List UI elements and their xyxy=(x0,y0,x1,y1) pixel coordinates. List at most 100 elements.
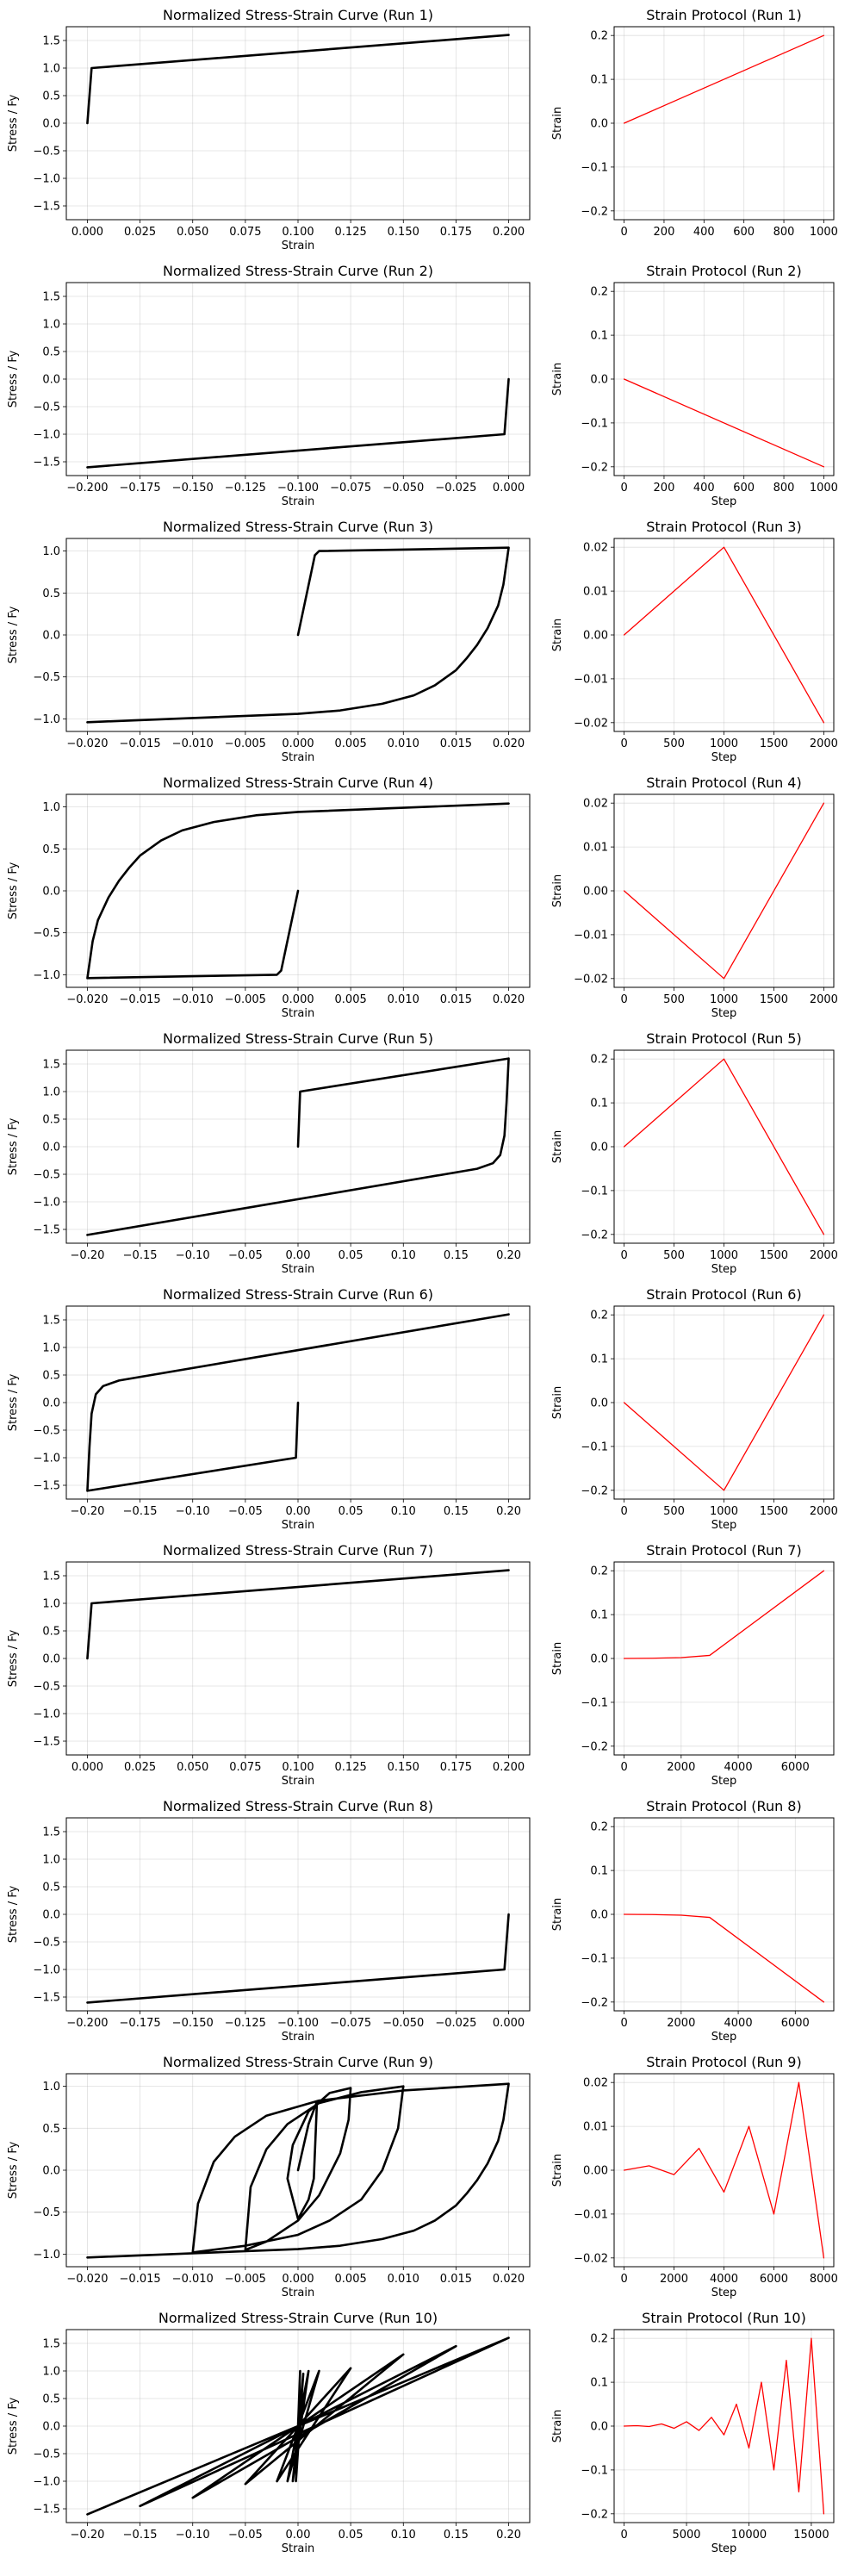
chart-panel-8: 0 500 1000 1500 2000 −0.02 −0.01 0.00 0.01 0.02 St… xyxy=(551,775,838,1020)
y-tick-label: 0.0 xyxy=(42,2421,60,2434)
x-axis-label: Strain xyxy=(282,2542,315,2555)
protocol-line xyxy=(623,378,825,468)
y-tick-label: 0.0 xyxy=(42,374,60,387)
y-tick-label: 0.01 xyxy=(583,842,608,855)
y-tick-label: −1.5 xyxy=(33,201,60,214)
x-axis-label: Step xyxy=(711,495,737,508)
x-tick-label: −0.005 xyxy=(225,2273,266,2286)
x-tick-label: 0.050 xyxy=(177,1761,208,1774)
x-tick-label: −0.005 xyxy=(225,993,266,1006)
x-tick-label: 0.075 xyxy=(229,226,261,239)
x-tick-label: 500 xyxy=(663,737,685,750)
chart-panel-20: 0 5000 10000 15000 −0.2 −0.1 0.0 0.1 0.2 Strain P… xyxy=(551,2310,835,2555)
y-tick-label: −0.01 xyxy=(574,2208,608,2221)
chart-title: Normalized Stress-Strain Curve (Run 2) xyxy=(163,263,433,279)
y-tick-label: 0.00 xyxy=(583,630,608,643)
axes-frame xyxy=(613,1561,835,1756)
x-tick-label: 0.05 xyxy=(339,2529,363,2542)
x-tick-label: 0.015 xyxy=(440,993,472,1006)
y-tick-label: −0.1 xyxy=(581,161,608,174)
x-tick-label: −0.20 xyxy=(71,1249,105,1262)
y-tick-label: −0.2 xyxy=(581,205,608,218)
x-tick-label: 0.015 xyxy=(440,2273,472,2286)
x-tick-label: −0.015 xyxy=(120,2273,161,2286)
chart-title: Strain Protocol (Run 8) xyxy=(646,1798,801,1814)
y-tick-label: 1.0 xyxy=(42,319,60,332)
y-tick-label: 0.2 xyxy=(590,30,608,43)
y-axis-label: Strain xyxy=(551,2410,564,2443)
x-tick-label: −0.025 xyxy=(435,2017,476,2030)
y-axis-label: Stress / Fy xyxy=(7,350,20,408)
x-tick-label: 0 xyxy=(620,1249,627,1262)
y-tick-label: −0.1 xyxy=(581,1696,608,1709)
y-tick-label: −1.5 xyxy=(33,1992,60,2005)
x-axis-label: Strain xyxy=(282,1519,315,1532)
protocol-line xyxy=(623,802,825,980)
x-tick-label: −0.100 xyxy=(277,2017,319,2030)
y-tick-label: 1.5 xyxy=(42,1571,60,1584)
x-tick-label: 0.010 xyxy=(388,2273,419,2286)
x-tick-label: 4000 xyxy=(710,2273,738,2286)
chart-panel-1: 0.000 0.025 0.050 0.075 0.100 0.125 0.150 0.175… xyxy=(7,7,531,252)
x-axis-label: Strain xyxy=(282,2031,315,2044)
y-tick-label: 1.0 xyxy=(42,2366,60,2379)
x-tick-label: 4000 xyxy=(724,2017,753,2030)
y-tick-label: −1.5 xyxy=(33,457,60,470)
y-tick-label: 1.5 xyxy=(42,1826,60,1839)
chart-title: Strain Protocol (Run 7) xyxy=(646,1542,801,1559)
chart-panel-5: −0.020 −0.015 −0.010 −0.005 0.000 0.005 0.010 0… xyxy=(7,519,531,764)
x-tick-label: 0 xyxy=(620,2273,627,2286)
stress-strain-line xyxy=(86,546,510,724)
axes-frame xyxy=(65,1049,531,1244)
x-tick-label: −0.175 xyxy=(120,482,161,495)
x-tick-label: −0.05 xyxy=(228,2529,263,2542)
y-tick-label: 0.0 xyxy=(590,118,608,131)
y-tick-label: −0.2 xyxy=(581,1740,608,1753)
y-tick-label: 1.5 xyxy=(42,1059,60,1072)
y-tick-label: −0.5 xyxy=(33,146,60,159)
y-tick-label: 0.5 xyxy=(42,2123,60,2136)
x-tick-label: 0.000 xyxy=(71,1761,103,1774)
x-tick-label: −0.10 xyxy=(176,1249,210,1262)
y-tick-label: 0.5 xyxy=(42,90,60,103)
x-tick-label: 500 xyxy=(663,1505,685,1518)
y-tick-label: 0.0 xyxy=(42,1653,60,1666)
x-axis-label: Step xyxy=(711,2542,737,2555)
y-tick-label: 0.0 xyxy=(590,1142,608,1154)
x-tick-label: 0 xyxy=(620,2529,627,2542)
y-axis-label: Stress / Fy xyxy=(7,2397,20,2455)
axes-frame xyxy=(613,538,835,732)
axes-frame xyxy=(613,1305,835,1500)
x-tick-label: 0.150 xyxy=(388,226,419,239)
chart-title: Strain Protocol (Run 6) xyxy=(646,1286,801,1303)
y-tick-label: −0.2 xyxy=(581,1229,608,1241)
y-axis-label: Strain xyxy=(551,619,564,652)
x-tick-label: −0.125 xyxy=(225,482,266,495)
x-tick-label: 500 xyxy=(663,993,685,1006)
y-tick-label: 0.0 xyxy=(590,1653,608,1666)
protocol-line xyxy=(623,546,825,724)
x-tick-label: −0.075 xyxy=(330,2017,371,2030)
chart-panel-6: 0 500 1000 1500 2000 −0.02 −0.01 0.00 0.01 0.02 St… xyxy=(551,519,838,764)
x-tick-label: 2000 xyxy=(810,737,838,750)
axes-frame xyxy=(65,26,531,221)
x-tick-label: −0.150 xyxy=(172,2017,214,2030)
y-tick-label: −1.5 xyxy=(33,1224,60,1237)
x-axis-label: Step xyxy=(711,751,737,764)
stress-strain-line xyxy=(86,1057,510,1236)
y-tick-label: −0.1 xyxy=(581,1952,608,1965)
x-tick-label: −0.200 xyxy=(66,2017,108,2030)
y-axis-label: Stress / Fy xyxy=(7,1629,20,1687)
x-tick-label: 1000 xyxy=(810,226,838,239)
y-tick-label: −0.5 xyxy=(33,1169,60,1182)
y-tick-label: −1.0 xyxy=(33,173,60,186)
chart-title: Strain Protocol (Run 4) xyxy=(646,775,801,791)
axes-frame xyxy=(613,2073,835,2268)
stress-strain-line xyxy=(86,802,510,980)
y-tick-label: −1.0 xyxy=(33,2476,60,2489)
axes-frame xyxy=(613,793,835,988)
x-tick-label: 0.020 xyxy=(493,993,525,1006)
y-tick-label: −0.5 xyxy=(33,1937,60,1950)
y-axis-label: Strain xyxy=(551,107,564,140)
x-tick-label: 0.15 xyxy=(444,1505,469,1518)
